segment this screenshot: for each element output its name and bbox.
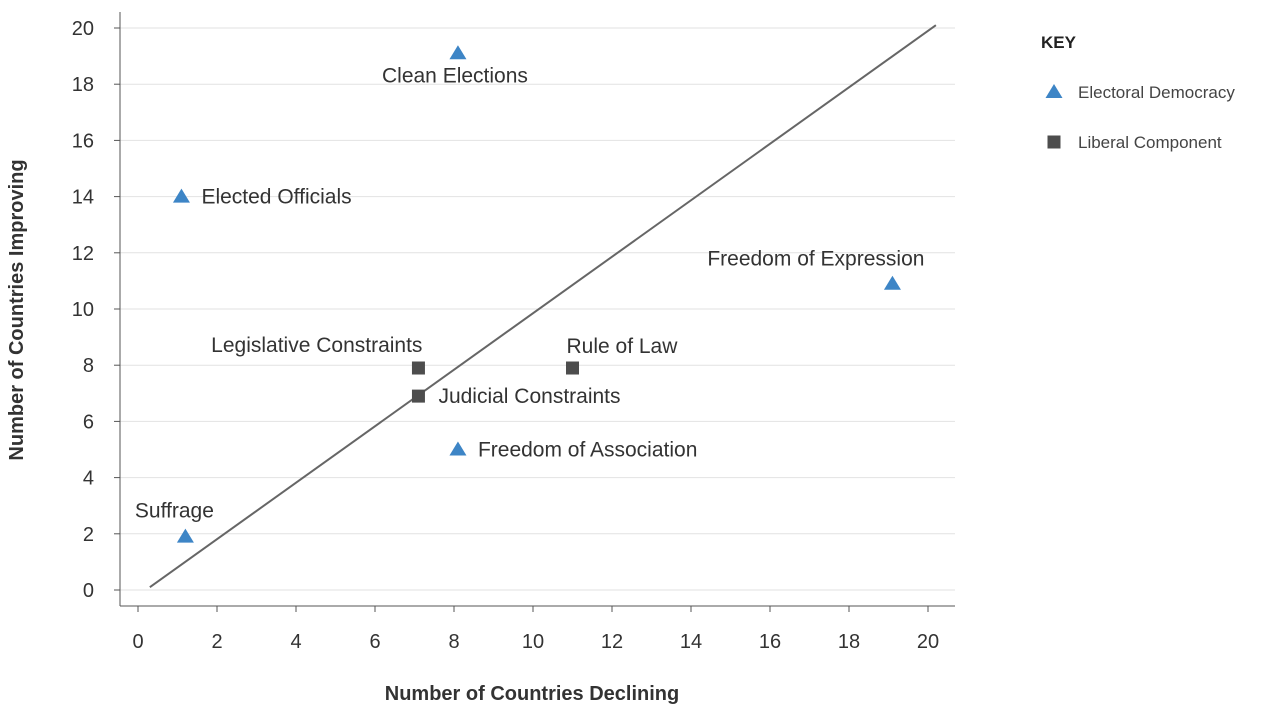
x-tick-label: 16 (759, 631, 781, 653)
triangle-point (172, 188, 190, 203)
x-tick-label: 14 (680, 631, 702, 653)
legend-entry-label: Electoral Democracy (1078, 83, 1235, 102)
point-label: Legislative Constraints (211, 334, 422, 357)
x-tick-label: 12 (601, 631, 623, 653)
y-tick-label: 20 (72, 18, 94, 40)
x-axis-title: Number of Countries Declining (385, 683, 679, 705)
diagonal-reference-line (149, 24, 937, 589)
y-tick-label: 16 (72, 130, 94, 152)
square-point (411, 361, 425, 375)
legend-entry-label: Liberal Component (1078, 133, 1222, 152)
square-point (566, 361, 579, 375)
point-label: Judicial Constraints (438, 385, 620, 408)
reference-line-group (149, 24, 937, 589)
point-label: Elected Officials (201, 186, 351, 209)
triangle-point (449, 441, 467, 456)
triangle-point (883, 275, 901, 290)
point-label: Freedom of Association (478, 439, 697, 462)
triangle-point (176, 528, 194, 543)
y-axis-ticks: 0 2 4 6 8 10 12 14 16 18 20 (72, 18, 120, 602)
x-tick-label: 4 (290, 631, 301, 653)
y-tick-label: 10 (72, 299, 94, 321)
y-axis-title: Number of Countries Improving (6, 159, 28, 460)
legend-triangle-icon (1045, 84, 1063, 98)
data-points: Clean Elections Elected Officials Freedom … (135, 45, 924, 543)
triangle-point (449, 45, 467, 60)
y-tick-label: 14 (72, 187, 94, 209)
legend-title: KEY (1041, 33, 1077, 52)
x-tick-label: 10 (522, 631, 544, 653)
point-label: Clean Elections (382, 64, 528, 87)
x-axis-ticks: 0 2 4 6 8 10 12 14 16 18 20 (132, 606, 939, 653)
point-label: Freedom of Expression (707, 248, 924, 271)
y-tick-label: 8 (83, 355, 94, 377)
point-label: Suffrage (135, 500, 214, 523)
x-tick-label: 6 (369, 631, 380, 653)
y-tick-label: 2 (83, 524, 94, 546)
x-tick-label: 20 (917, 631, 939, 653)
x-tick-label: 8 (448, 631, 459, 653)
y-tick-label: 6 (83, 411, 94, 433)
x-tick-label: 18 (838, 631, 860, 653)
y-tick-label: 0 (83, 580, 94, 602)
x-tick-label: 2 (211, 631, 222, 653)
y-tick-label: 18 (72, 74, 94, 96)
y-tick-label: 4 (83, 468, 94, 490)
x-tick-label: 0 (132, 631, 143, 653)
legend: KEY Electoral Democracy Liberal Component (1041, 33, 1235, 152)
y-tick-label: 12 (72, 243, 94, 265)
square-point (411, 389, 425, 403)
legend-square-icon (1047, 135, 1061, 149)
point-label: Rule of Law (567, 335, 679, 358)
